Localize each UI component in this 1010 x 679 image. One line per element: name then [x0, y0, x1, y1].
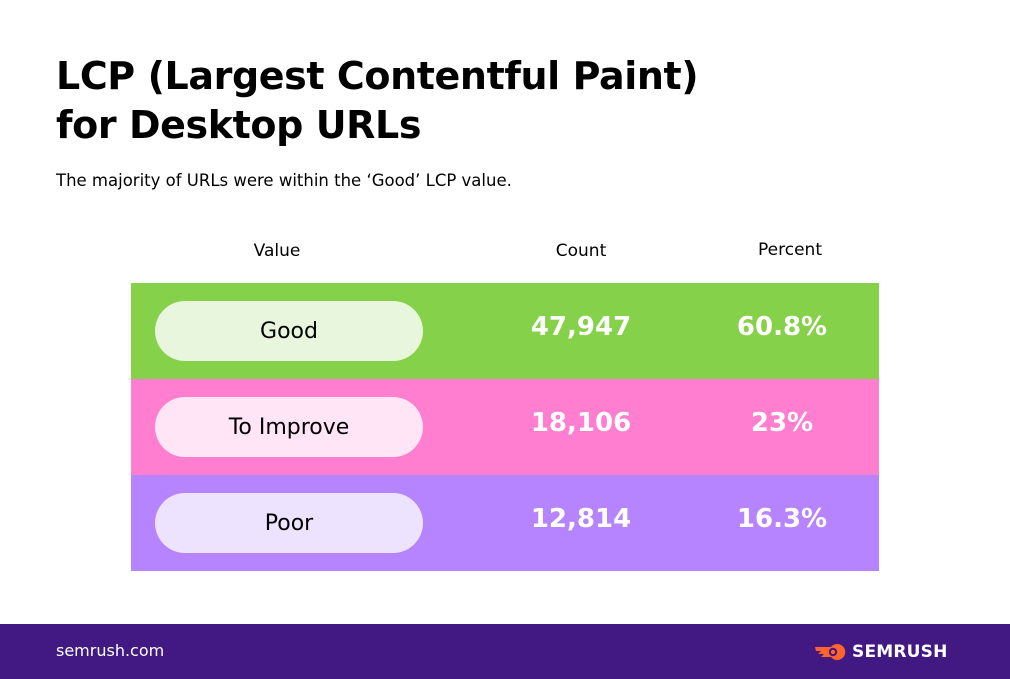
semrush-logo: SEMRUSH: [814, 641, 948, 663]
percent-cell-to-improve: 23%: [750, 408, 814, 438]
table-row-good: Good 47,947 60.8%: [131, 283, 879, 379]
footer-bar: semrush.com SEMRUSH: [0, 624, 1010, 679]
table-row-to-improve: To Improve 18,106 23%: [131, 379, 879, 475]
subtitle: The majority of URLs were within the ‘Go…: [56, 171, 512, 190]
count-cell-good: 47,947: [530, 312, 632, 342]
count-cell-to-improve: 18,106: [530, 408, 632, 438]
brand-name: SEMRUSH: [852, 642, 948, 662]
table-row-poor: Poor 12,814 16.3%: [131, 475, 879, 571]
column-header-value: Value: [253, 241, 301, 261]
page-title: LCP (Largest Contentful Paint) for Deskt…: [56, 52, 699, 150]
value-pill-to-improve: To Improve: [155, 397, 423, 457]
percent-cell-good: 60.8%: [736, 312, 828, 342]
value-pill-good: Good: [155, 301, 423, 361]
title-line-2: for Desktop URLs: [56, 103, 422, 147]
title-line-1: LCP (Largest Contentful Paint): [56, 54, 699, 98]
column-header-percent: Percent: [758, 240, 822, 260]
semrush-flame-icon: [815, 644, 846, 660]
value-pill-poor: Poor: [155, 493, 423, 553]
lcp-table: Good 47,947 60.8% To Improve 18,106 23% …: [131, 283, 879, 571]
footer-url[interactable]: semrush.com: [56, 641, 165, 660]
count-cell-poor: 12,814: [530, 504, 632, 534]
percent-cell-poor: 16.3%: [736, 504, 828, 534]
column-header-count: Count: [555, 241, 607, 261]
